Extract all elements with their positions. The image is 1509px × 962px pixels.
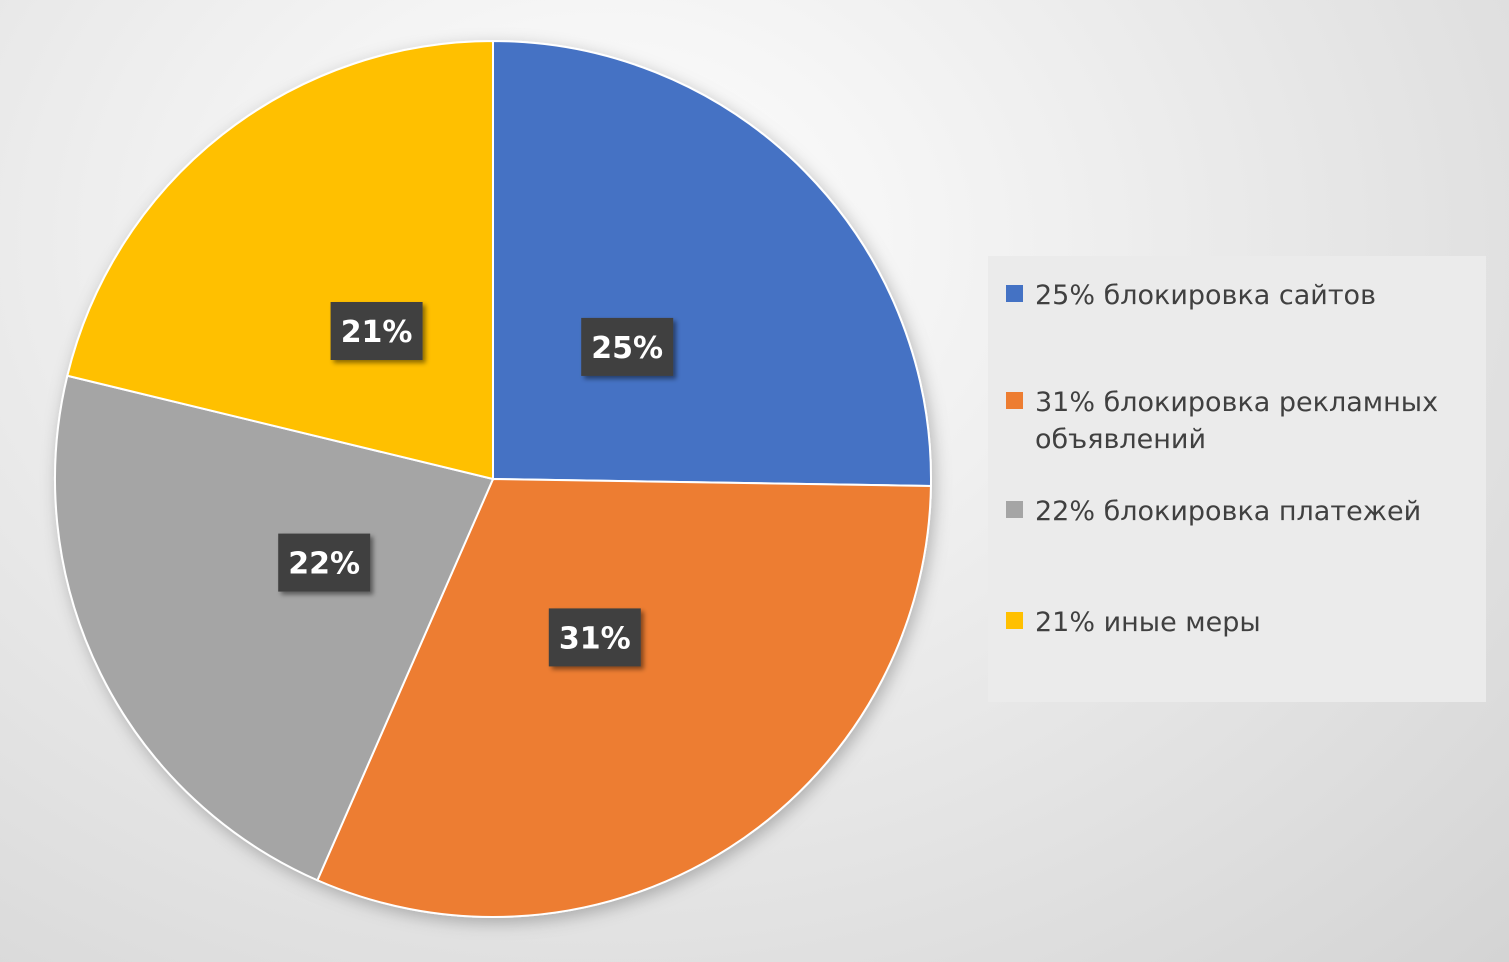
chart-legend: 25% блокировка сайтов 31% блокировка рек… xyxy=(988,256,1486,702)
data-label-text: 22% xyxy=(288,547,360,582)
data-label-text: 25% xyxy=(591,331,663,366)
data-label-box xyxy=(581,317,674,376)
pie-slice xyxy=(492,39,932,487)
data-label-box xyxy=(330,302,423,360)
slice-data-label: 31% xyxy=(548,608,641,667)
data-label-box xyxy=(548,608,641,667)
legend-item: 22% блокировка платежей xyxy=(1006,493,1485,530)
pie-slice xyxy=(54,374,495,882)
slice-data-label: 21% xyxy=(330,302,423,360)
pie-slice xyxy=(66,39,494,481)
legend-swatch xyxy=(1006,392,1023,409)
pie-slice xyxy=(316,477,932,918)
legend-swatch xyxy=(1006,501,1023,518)
data-label-text: 31% xyxy=(559,621,631,656)
legend-item: 31% блокировка рекламных объявлений xyxy=(1006,384,1485,458)
data-label-box xyxy=(278,533,371,592)
slice-data-label: 25% xyxy=(581,317,674,376)
slice-data-label: 22% xyxy=(278,533,371,592)
legend-item: 21% иные меры xyxy=(1006,604,1485,641)
legend-label: 31% блокировка рекламных объявлений xyxy=(1035,387,1439,455)
legend-label: 22% блокировка платежей xyxy=(1035,496,1422,527)
data-label-text: 21% xyxy=(341,315,413,350)
legend-swatch xyxy=(1006,285,1023,302)
legend-label: 25% блокировка сайтов xyxy=(1035,280,1376,311)
legend-item: 25% блокировка сайтов xyxy=(1006,277,1485,314)
legend-swatch xyxy=(1006,612,1023,629)
legend-label: 21% иные меры xyxy=(1035,607,1261,638)
